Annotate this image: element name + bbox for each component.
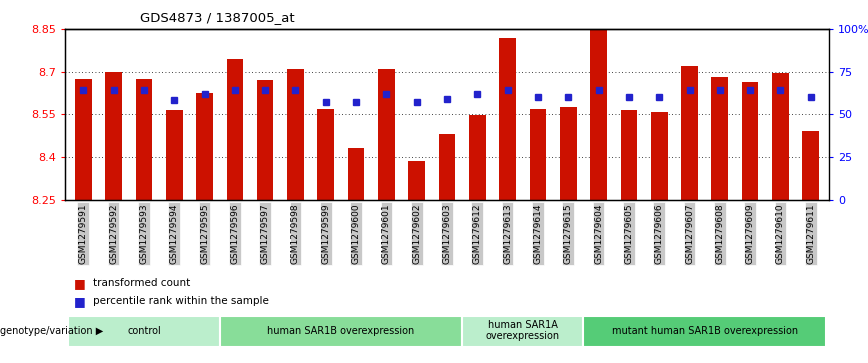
Text: GSM1279595: GSM1279595 [200,203,209,264]
Bar [166,110,182,200]
Text: ■: ■ [74,295,86,308]
Text: GSM1279605: GSM1279605 [624,203,634,264]
Text: mutant human SAR1B overexpression: mutant human SAR1B overexpression [612,326,798,335]
Text: GSM1279601: GSM1279601 [382,203,391,264]
Text: GSM1279614: GSM1279614 [534,203,542,264]
Text: GSM1279610: GSM1279610 [776,203,785,264]
Text: transformed count: transformed count [93,278,190,288]
Text: GSM1279597: GSM1279597 [260,203,270,264]
Bar [621,110,637,200]
Text: genotype/variation ▶: genotype/variation ▶ [0,326,103,336]
Bar [135,79,152,200]
Bar [105,72,122,200]
Text: GSM1279609: GSM1279609 [746,203,754,264]
Bar [742,82,759,200]
Text: human SAR1A
overexpression: human SAR1A overexpression [486,320,560,341]
Text: GSM1279591: GSM1279591 [79,203,88,264]
Text: control: control [127,326,161,335]
Bar [378,69,395,200]
Text: GSM1279615: GSM1279615 [563,203,573,264]
Text: GSM1279612: GSM1279612 [473,203,482,264]
Bar [651,111,667,200]
Bar [529,109,546,200]
Bar [348,148,365,200]
Bar [68,316,220,347]
Bar [287,69,304,200]
Text: human SAR1B overexpression: human SAR1B overexpression [267,326,415,335]
Bar [773,73,789,200]
Text: GSM1279592: GSM1279592 [109,203,118,264]
Bar [712,77,728,200]
Text: GSM1279606: GSM1279606 [654,203,664,264]
Bar [196,93,213,200]
Bar [220,316,462,347]
Text: GSM1279608: GSM1279608 [715,203,724,264]
Text: GSM1279593: GSM1279593 [140,203,148,264]
Text: GDS4873 / 1387005_at: GDS4873 / 1387005_at [140,11,294,24]
Bar [318,109,334,200]
Text: GSM1279611: GSM1279611 [806,203,815,264]
Bar [802,131,819,200]
Bar [590,19,607,200]
Bar [257,80,273,200]
Bar [408,161,425,200]
Text: percentile rank within the sample: percentile rank within the sample [93,296,269,306]
Text: GSM1279603: GSM1279603 [443,203,451,264]
Bar [499,37,516,200]
Text: GSM1279607: GSM1279607 [685,203,694,264]
Text: GSM1279604: GSM1279604 [594,203,603,264]
Bar [227,59,243,200]
Bar [75,79,92,200]
Bar [583,316,826,347]
Text: GSM1279598: GSM1279598 [291,203,300,264]
Text: GSM1279602: GSM1279602 [412,203,421,264]
Bar [681,66,698,200]
Text: GSM1279613: GSM1279613 [503,203,512,264]
Bar [462,316,583,347]
Text: GSM1279600: GSM1279600 [352,203,360,264]
Text: GSM1279596: GSM1279596 [230,203,240,264]
Bar [438,134,456,200]
Text: GSM1279599: GSM1279599 [321,203,331,264]
Bar [560,107,576,200]
Bar [469,115,486,200]
Text: ■: ■ [74,277,86,290]
Text: GSM1279594: GSM1279594 [170,203,179,264]
